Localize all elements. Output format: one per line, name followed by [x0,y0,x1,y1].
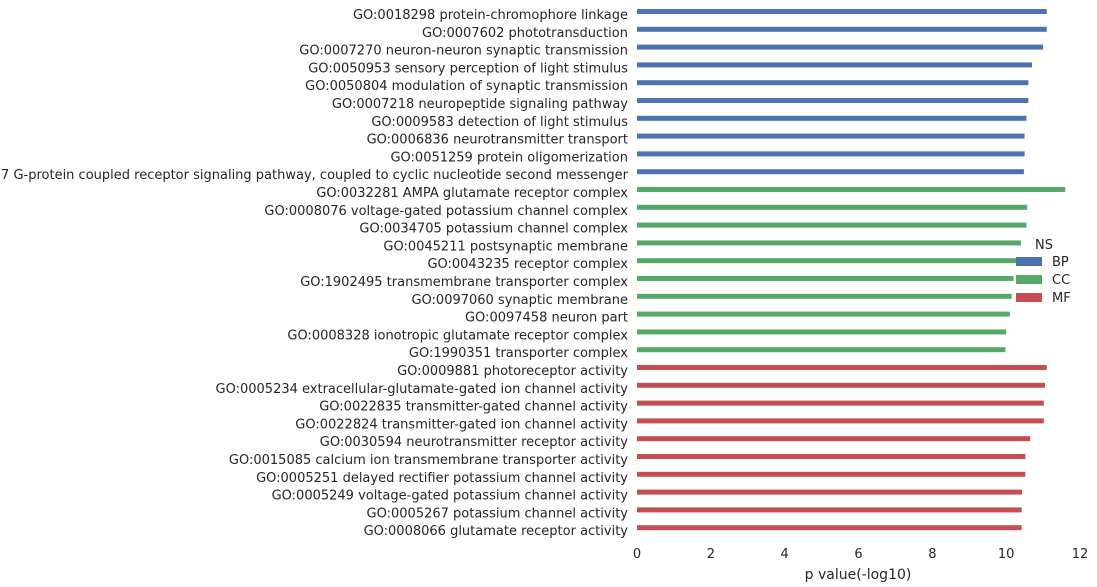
bar-mf-9 [637,507,1022,513]
category-label: GO:1990351 transporter complex [409,346,628,361]
category-label: GO:0034705 potassium channel complex [359,222,628,237]
bar-cc-1 [637,187,1066,192]
legend-label-mf: MF [1052,291,1071,306]
bar-bp-6 [637,98,1029,103]
x-axis: 0 2 4 6 8 10 12 [633,547,1088,562]
x-tick-label: 2 [707,547,715,562]
category-label: GO:0043235 receptor complex [427,257,628,272]
bar-cc-8 [637,311,1010,317]
bar-bp-7 [637,115,1027,121]
category-label: GO:0051259 protein oligomerization [390,150,628,165]
x-axis-label: p value(-log10) [805,567,912,583]
legend-swatch-cc [1016,275,1042,284]
category-label: GO:0015085 calcium ion transmembrane tra… [229,453,628,468]
category-label: GO:0050804 modulation of synaptic transm… [305,79,628,94]
category-label: GO:0009583 detection of light stimulus [371,115,628,130]
bar-bp-1 [637,9,1047,14]
bar-mf-3 [637,400,1044,406]
category-label: GO:0005249 voltage-gated potassium chann… [272,489,629,504]
bar-mf-10 [637,525,1022,531]
category-labels: GO:0018298 protein-chromophore linkage GO… [0,8,629,539]
bar-mf-1 [637,365,1047,370]
bar-cc-9 [637,329,1007,335]
x-tick-label: 8 [928,547,936,562]
x-tick-label: 4 [781,547,789,562]
bar-mf-6 [637,454,1026,459]
bar-mf-5 [637,436,1031,442]
category-label: GO:0006836 neurotransmitter transport [367,133,628,148]
bar-bp-8 [637,133,1025,139]
bar-mf-8 [637,489,1023,495]
legend-label-bp: BP [1052,255,1069,270]
bar-cc-7 [637,293,1012,299]
legend: NS BP CC MF [1016,238,1071,306]
bar-bp-2 [637,26,1047,32]
legend-label-cc: CC [1052,273,1070,288]
bar-cc-5 [637,258,1020,264]
x-tick-label: 12 [1072,547,1089,562]
category-label: GO:0030594 neurotransmitter receptor act… [320,435,629,450]
category-label: GO:0045211 postsynaptic membrane [383,239,628,254]
bar-cc-4 [637,240,1021,246]
category-label: GO:0022835 transmitter-gated channel act… [319,400,628,415]
legend-swatch-bp [1016,257,1042,266]
bar-bp-10 [637,169,1024,175]
category-label: GO:0008076 voltage-gated potassium chann… [264,204,628,219]
category-label: GO:1902495 transmembrane transporter com… [300,275,628,290]
bar-bp-5 [637,80,1029,86]
category-label: GO:0050953 sensory perception of light s… [308,61,628,76]
category-label: GO:0032281 AMPA glutamate receptor compl… [316,186,628,201]
bar-mf-7 [637,471,1026,477]
category-label: GO:0097060 synaptic membrane [411,293,628,308]
x-tick-label: 6 [854,547,862,562]
category-label: GO:0005267 potassium channel activity [367,506,629,521]
x-tick-label: 10 [998,547,1015,562]
bar-mf-4 [637,418,1044,424]
bar-bp-3 [637,44,1044,50]
bar-bp-9 [637,151,1025,157]
bar-cc-3 [637,222,1027,228]
legend-entries: BP CC MF [1016,255,1071,306]
category-label: GO:0008066 glutamate receptor activity [364,524,629,539]
category-label: GO:0097458 neuron part [465,311,628,326]
category-label: GO:0007602 phototransduction [422,26,628,41]
category-label: GO:0007218 neuropeptide signaling pathwa… [332,97,628,112]
x-tick-label: 0 [633,547,641,562]
category-label: GO:0022824 transmitter-gated ion channel… [295,417,628,432]
category-label: GO:0009881 photoreceptor activity [397,364,628,379]
legend-swatch-mf [1016,293,1042,302]
category-label: GO:0007187 G-protein coupled receptor si… [0,168,629,183]
bar-mf-2 [637,382,1045,388]
category-label: GO:0018298 protein-chromophore linkage [353,8,628,23]
category-label: GO:0007270 neuron-neuron synaptic transm… [299,44,628,59]
bar-bp-4 [637,62,1033,68]
category-label: GO:0005234 extracellular-glutamate-gated… [216,382,629,397]
category-label: GO:0008328 ionotropic glutamate receptor… [287,328,628,343]
bars-layer [637,9,1066,531]
category-label: GO:0005251 delayed rectifier potassium c… [256,471,628,486]
bar-cc-10 [637,347,1006,353]
bar-cc-6 [637,276,1014,281]
bar-cc-2 [637,204,1028,210]
legend-title: NS [1035,238,1053,253]
